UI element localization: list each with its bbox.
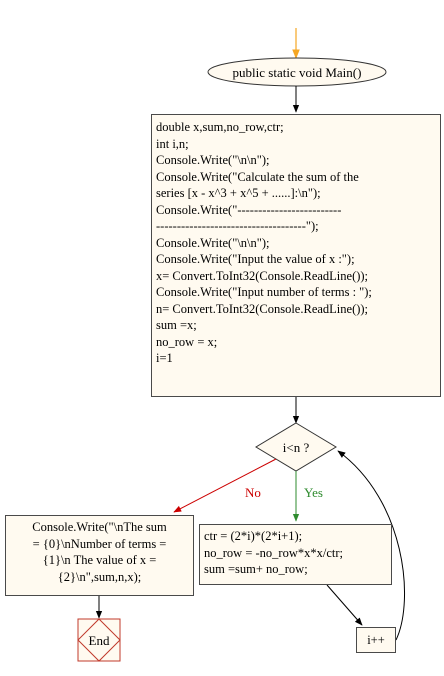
init-code-line: ------------------------------------"); xyxy=(156,219,319,233)
init-code-line: sum =x; xyxy=(156,318,197,332)
init-code-line: Console.Write("------------------------- xyxy=(156,202,342,217)
no-branch-arrow xyxy=(173,458,277,513)
init-code-line: Console.Write("Input the value of x :"); xyxy=(156,252,355,266)
init-code-line: Console.Write("Calculate the sum of the xyxy=(156,169,359,184)
init-code-line: Console.Write("\n\n"); xyxy=(156,153,270,167)
output-code-line: Console.Write("\nThe sum xyxy=(32,520,167,534)
init-process-box: double x,sum,no_row,ctr;int i,n; Console.… xyxy=(151,114,441,397)
output-code-line: {1}\n The value of x = xyxy=(42,553,157,567)
loop-code-line: sum =sum+ no_row; xyxy=(204,562,308,576)
arrow-body-to-increment xyxy=(326,584,363,626)
yes-label: Yes xyxy=(304,485,323,500)
init-code-line: n= Convert.ToInt32(Console.ReadLine()); xyxy=(156,301,369,316)
init-code-line: series [x - x^3 + x^5 + ......]:\n"); xyxy=(156,186,321,200)
increment-box: i++ xyxy=(356,627,396,653)
output-box: Console.Write("\nThe sum = {0}\nNumber of… xyxy=(5,515,194,596)
loop-body-box: ctr = (2*i)*(2*i+1); no_row = -no_row*x*x… xyxy=(199,524,392,585)
init-code-line: no_row = x; xyxy=(156,334,218,349)
end-label: End xyxy=(89,633,110,648)
output-code-line: {2}\n",sum,n,x); xyxy=(57,569,142,584)
init-code-line: i=1 xyxy=(156,351,173,365)
init-code-line: Console.Write("\n\n"); xyxy=(156,235,270,250)
no-label: No xyxy=(245,485,261,500)
output-code-line: = {0}\nNumber of terms = xyxy=(32,536,167,551)
start-node xyxy=(207,57,387,87)
loop-back-arrow xyxy=(337,450,405,641)
init-code-line: int i,n; xyxy=(156,136,189,151)
increment-label: i++ xyxy=(367,632,385,647)
end-node-diamond xyxy=(77,618,121,662)
loop-code-line: no_row = -no_row*x*x/ctr; xyxy=(204,545,343,560)
loop-code-line: ctr = (2*i)*(2*i+1); xyxy=(204,529,303,543)
init-code-line: x= Convert.ToInt32(Console.ReadLine()); xyxy=(156,268,369,283)
init-code-line: double x,sum,no_row,ctr; xyxy=(156,120,284,134)
init-code-line: Console.Write("Input number of terms : "… xyxy=(156,285,372,299)
start-label: public static void Main() xyxy=(233,65,362,80)
condition-label: i<n ? xyxy=(283,440,310,455)
